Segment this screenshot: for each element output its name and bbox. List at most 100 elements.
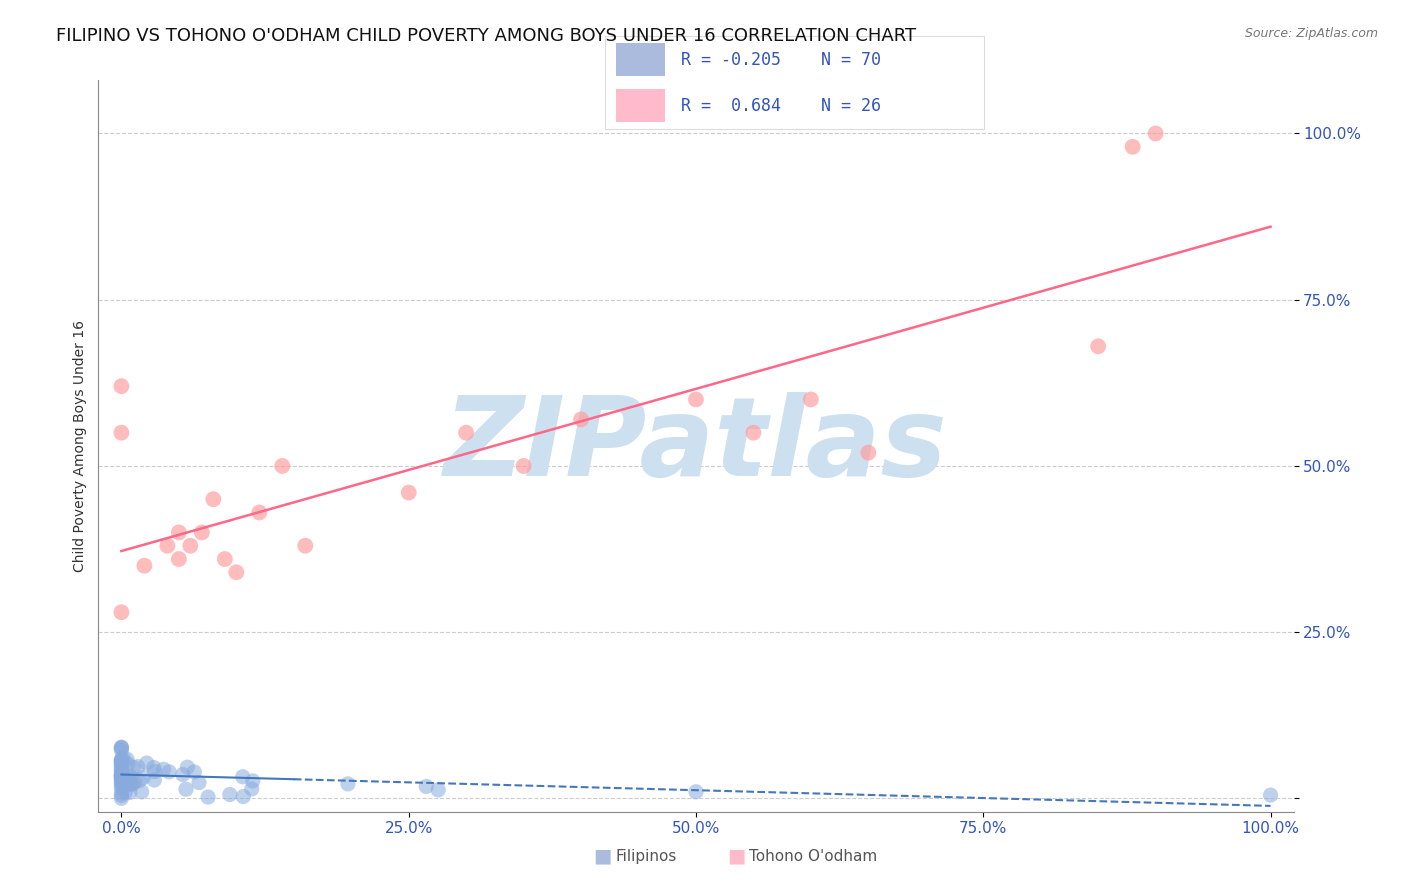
Point — [294, 539, 316, 553]
Point — [110, 779, 132, 793]
Point — [120, 769, 142, 783]
Point — [110, 764, 132, 778]
Point — [121, 777, 143, 791]
Point — [271, 458, 294, 473]
Point — [110, 764, 132, 778]
Text: R =  0.684    N = 26: R = 0.684 N = 26 — [681, 97, 880, 115]
Point — [117, 775, 139, 789]
Text: ■: ■ — [727, 847, 745, 866]
Point — [240, 781, 263, 796]
Point — [110, 791, 132, 805]
Point — [398, 485, 420, 500]
Point — [247, 506, 270, 520]
Point — [152, 762, 174, 776]
Y-axis label: Child Poverty Among Boys Under 16: Child Poverty Among Boys Under 16 — [73, 320, 87, 572]
Point — [110, 741, 132, 756]
Point — [143, 772, 166, 787]
Point — [110, 760, 132, 774]
Point — [176, 760, 198, 774]
Point — [110, 753, 132, 767]
Point — [110, 425, 132, 440]
Text: Filipinos: Filipinos — [616, 849, 678, 863]
Bar — [616, 43, 665, 76]
Point — [117, 770, 139, 784]
Point — [115, 752, 138, 766]
Text: FILIPINO VS TOHONO O'ODHAM CHILD POVERTY AMONG BOYS UNDER 16 CORRELATION CHART: FILIPINO VS TOHONO O'ODHAM CHILD POVERTY… — [56, 27, 917, 45]
Point — [118, 776, 141, 790]
Point — [156, 539, 179, 553]
Point — [110, 379, 132, 393]
Point — [112, 752, 135, 766]
Point — [191, 525, 214, 540]
Point — [336, 777, 359, 791]
Point — [242, 773, 264, 788]
Text: ZIPatlas: ZIPatlas — [444, 392, 948, 500]
Point — [110, 781, 132, 796]
Point — [110, 740, 132, 755]
Point — [112, 769, 135, 783]
Text: Source: ZipAtlas.com: Source: ZipAtlas.com — [1244, 27, 1378, 40]
Point — [110, 754, 132, 768]
Point — [110, 755, 132, 769]
Point — [132, 771, 155, 785]
Point — [157, 764, 180, 779]
Point — [110, 769, 132, 783]
Point — [110, 789, 132, 803]
Point — [167, 552, 190, 566]
Point — [1144, 127, 1167, 141]
Point — [110, 772, 132, 787]
Point — [142, 760, 165, 774]
Point — [110, 769, 132, 783]
Point — [800, 392, 823, 407]
Point — [131, 785, 153, 799]
Text: Tohono O'odham: Tohono O'odham — [749, 849, 877, 863]
Point — [742, 425, 765, 440]
Point — [225, 566, 247, 580]
Point — [1087, 339, 1109, 353]
Point — [179, 539, 201, 553]
Point — [685, 785, 707, 799]
Point — [456, 425, 478, 440]
Point — [120, 777, 142, 791]
Point — [128, 773, 150, 788]
Point — [232, 789, 254, 804]
Point — [110, 752, 132, 766]
Point — [135, 756, 157, 770]
Point — [512, 458, 534, 473]
Point — [110, 767, 132, 781]
Point — [569, 412, 592, 426]
Point — [143, 764, 166, 779]
Point — [218, 788, 240, 802]
Point — [110, 605, 132, 619]
Point — [110, 787, 132, 801]
Point — [1122, 140, 1144, 154]
Point — [118, 785, 141, 799]
Point — [110, 777, 132, 791]
Text: ■: ■ — [593, 847, 612, 866]
Point — [127, 759, 149, 773]
Point — [214, 552, 236, 566]
Point — [685, 392, 707, 407]
Bar — [616, 89, 665, 122]
Point — [110, 772, 132, 786]
Point — [188, 775, 211, 789]
Point — [167, 525, 190, 540]
Point — [172, 767, 194, 781]
Text: R = -0.205    N = 70: R = -0.205 N = 70 — [681, 51, 880, 69]
Point — [858, 445, 880, 459]
Point — [110, 757, 132, 772]
Point — [202, 492, 225, 507]
Point — [427, 783, 450, 797]
Point — [124, 775, 146, 789]
Point — [110, 740, 132, 755]
Point — [110, 761, 132, 775]
Point — [110, 756, 132, 771]
Point — [114, 785, 136, 799]
Point — [134, 558, 156, 573]
Point — [415, 780, 437, 794]
Point — [110, 769, 132, 783]
Point — [117, 756, 139, 771]
Point — [110, 775, 132, 789]
Point — [1260, 788, 1282, 802]
Point — [110, 767, 132, 781]
